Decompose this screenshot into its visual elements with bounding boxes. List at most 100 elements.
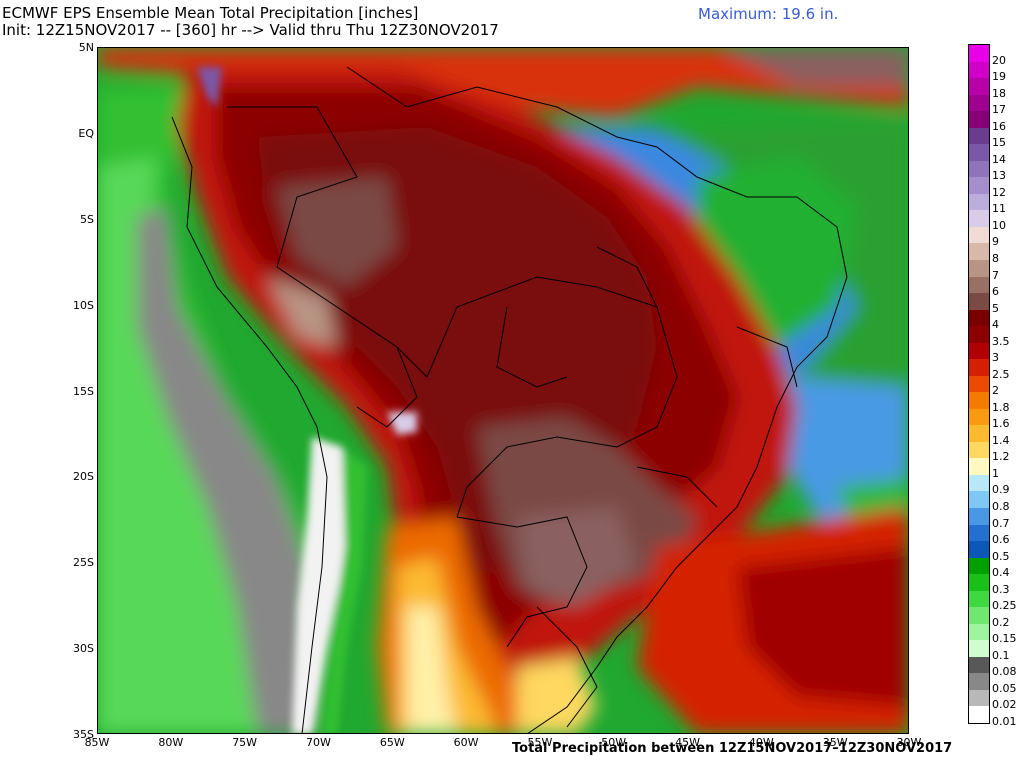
lon-tick-label: 35W — [822, 736, 848, 749]
colorbar-label: 12 — [992, 185, 1006, 199]
colorbar-label: 1.6 — [992, 417, 1010, 431]
lat-tick-label: EQ — [78, 126, 94, 140]
colorbar-swatch — [969, 392, 989, 410]
colorbar-swatch — [969, 326, 989, 344]
lon-tick-label: 60W — [453, 736, 479, 749]
colorbar-label: 18 — [992, 86, 1006, 100]
colorbar-swatch — [969, 359, 989, 377]
colorbar-label: 13 — [992, 169, 1006, 183]
colorbar-label: 0.5 — [992, 549, 1010, 563]
lat-tick-label: 30S — [73, 642, 94, 656]
lat-tick-label: 5N — [78, 41, 94, 54]
precip-field — [97, 47, 909, 734]
colorbar-label: 14 — [992, 152, 1006, 166]
colorbar-label: 0.9 — [992, 483, 1010, 497]
colorbar-label: 0.3 — [992, 582, 1010, 596]
colorbar-swatch — [969, 210, 989, 228]
colorbar-label: 10 — [992, 218, 1006, 232]
colorbar-label: 17 — [992, 103, 1006, 117]
colorbar-swatch — [969, 623, 989, 641]
colorbar — [968, 44, 990, 724]
colorbar-label: 9 — [992, 235, 999, 249]
colorbar-label: 19 — [992, 70, 1006, 84]
colorbar-swatch — [969, 689, 989, 707]
colorbar-label: 0.1 — [992, 648, 1010, 662]
colorbar-swatch — [969, 309, 989, 327]
colorbar-swatch — [969, 491, 989, 509]
colorbar-label: 2.5 — [992, 367, 1010, 381]
colorbar-swatch — [969, 226, 989, 244]
period-footer: Total Precipitation between 12Z15NOV2017… — [512, 741, 953, 756]
lat-tick-label: 25S — [73, 556, 94, 570]
map-subtitle: Init: 12Z15NOV2017 -- [360] hr --> Valid… — [2, 21, 499, 39]
colorbar-swatch — [969, 524, 989, 542]
colorbar-swatch — [969, 45, 989, 63]
colorbar-swatch — [969, 375, 989, 393]
colorbar-swatch — [969, 656, 989, 674]
lon-tick-label: 45W — [675, 736, 700, 749]
colorbar-label: 6 — [992, 285, 999, 299]
lat-tick-label: 10S — [73, 298, 94, 312]
colorbar-label: 20 — [992, 53, 1006, 67]
lat-tick-label: 20S — [73, 470, 94, 484]
colorbar-label: 2 — [992, 384, 999, 398]
lon-tick-label: 65W — [379, 736, 405, 749]
lon-tick-label: 30W — [896, 736, 922, 749]
lon-tick-label: 85W — [84, 736, 110, 749]
colorbar-swatch — [969, 408, 989, 426]
lon-tick-label: 55W — [527, 736, 553, 749]
colorbar-label: 0.7 — [992, 516, 1010, 530]
colorbar-label: 1 — [992, 466, 999, 480]
colorbar-swatch — [969, 441, 989, 459]
colorbar-swatch — [969, 259, 989, 277]
colorbar-label: 4 — [992, 318, 999, 332]
colorbar-label: 0.01 — [992, 715, 1017, 728]
colorbar-label: 1.2 — [992, 450, 1010, 464]
colorbar-swatch — [969, 127, 989, 145]
colorbar-swatch — [969, 111, 989, 129]
country-borders — [171, 66, 848, 734]
colorbar-label: 0.4 — [992, 566, 1010, 580]
colorbar-swatch — [969, 177, 989, 195]
lat-tick-label: 35S — [73, 728, 94, 741]
lon-tick-label: 40W — [748, 736, 774, 749]
colorbar-swatch — [969, 293, 989, 311]
precipitation-map — [97, 47, 909, 734]
colorbar-label: 1.8 — [992, 400, 1010, 414]
map-canvas — [97, 47, 909, 734]
colorbar-label: 3 — [992, 351, 999, 365]
colorbar-label: 0.05 — [992, 681, 1017, 695]
colorbar-swatch — [969, 640, 989, 658]
lon-tick-label: 75W — [232, 736, 258, 749]
colorbar-swatch — [969, 94, 989, 112]
colorbar-label: 0.8 — [992, 500, 1010, 514]
colorbar-swatch — [969, 144, 989, 162]
colorbar-swatch — [969, 673, 989, 691]
colorbar-label: 0.2 — [992, 615, 1010, 629]
colorbar-swatch — [969, 590, 989, 608]
colorbar-label: 5 — [992, 301, 999, 315]
colorbar-swatch — [969, 574, 989, 592]
colorbar-swatch — [969, 243, 989, 261]
colorbar-label: 0.25 — [992, 599, 1017, 613]
colorbar-label: 0.02 — [992, 698, 1017, 712]
maximum-label: Maximum: 19.6 in. — [698, 5, 839, 23]
map-title: ECMWF EPS Ensemble Mean Total Precipitat… — [2, 4, 419, 22]
colorbar-label: 0.15 — [992, 632, 1017, 646]
colorbar-swatch — [969, 458, 989, 476]
colorbar-swatch — [969, 160, 989, 178]
colorbar-swatch — [969, 541, 989, 559]
colorbar-label: 8 — [992, 251, 999, 265]
colorbar-swatch — [969, 276, 989, 294]
colorbar-swatch — [969, 193, 989, 211]
colorbar-label: 0.08 — [992, 665, 1017, 679]
colorbar-label: 7 — [992, 268, 999, 282]
map-frame — [97, 47, 909, 734]
colorbar-swatch — [969, 342, 989, 360]
lon-tick-label: 80W — [158, 736, 184, 749]
lon-tick-label: 70W — [306, 736, 331, 749]
colorbar-swatch — [969, 706, 989, 724]
lat-tick-label: 15S — [73, 384, 94, 398]
colorbar-swatch — [969, 557, 989, 575]
colorbar-swatch — [969, 61, 989, 79]
